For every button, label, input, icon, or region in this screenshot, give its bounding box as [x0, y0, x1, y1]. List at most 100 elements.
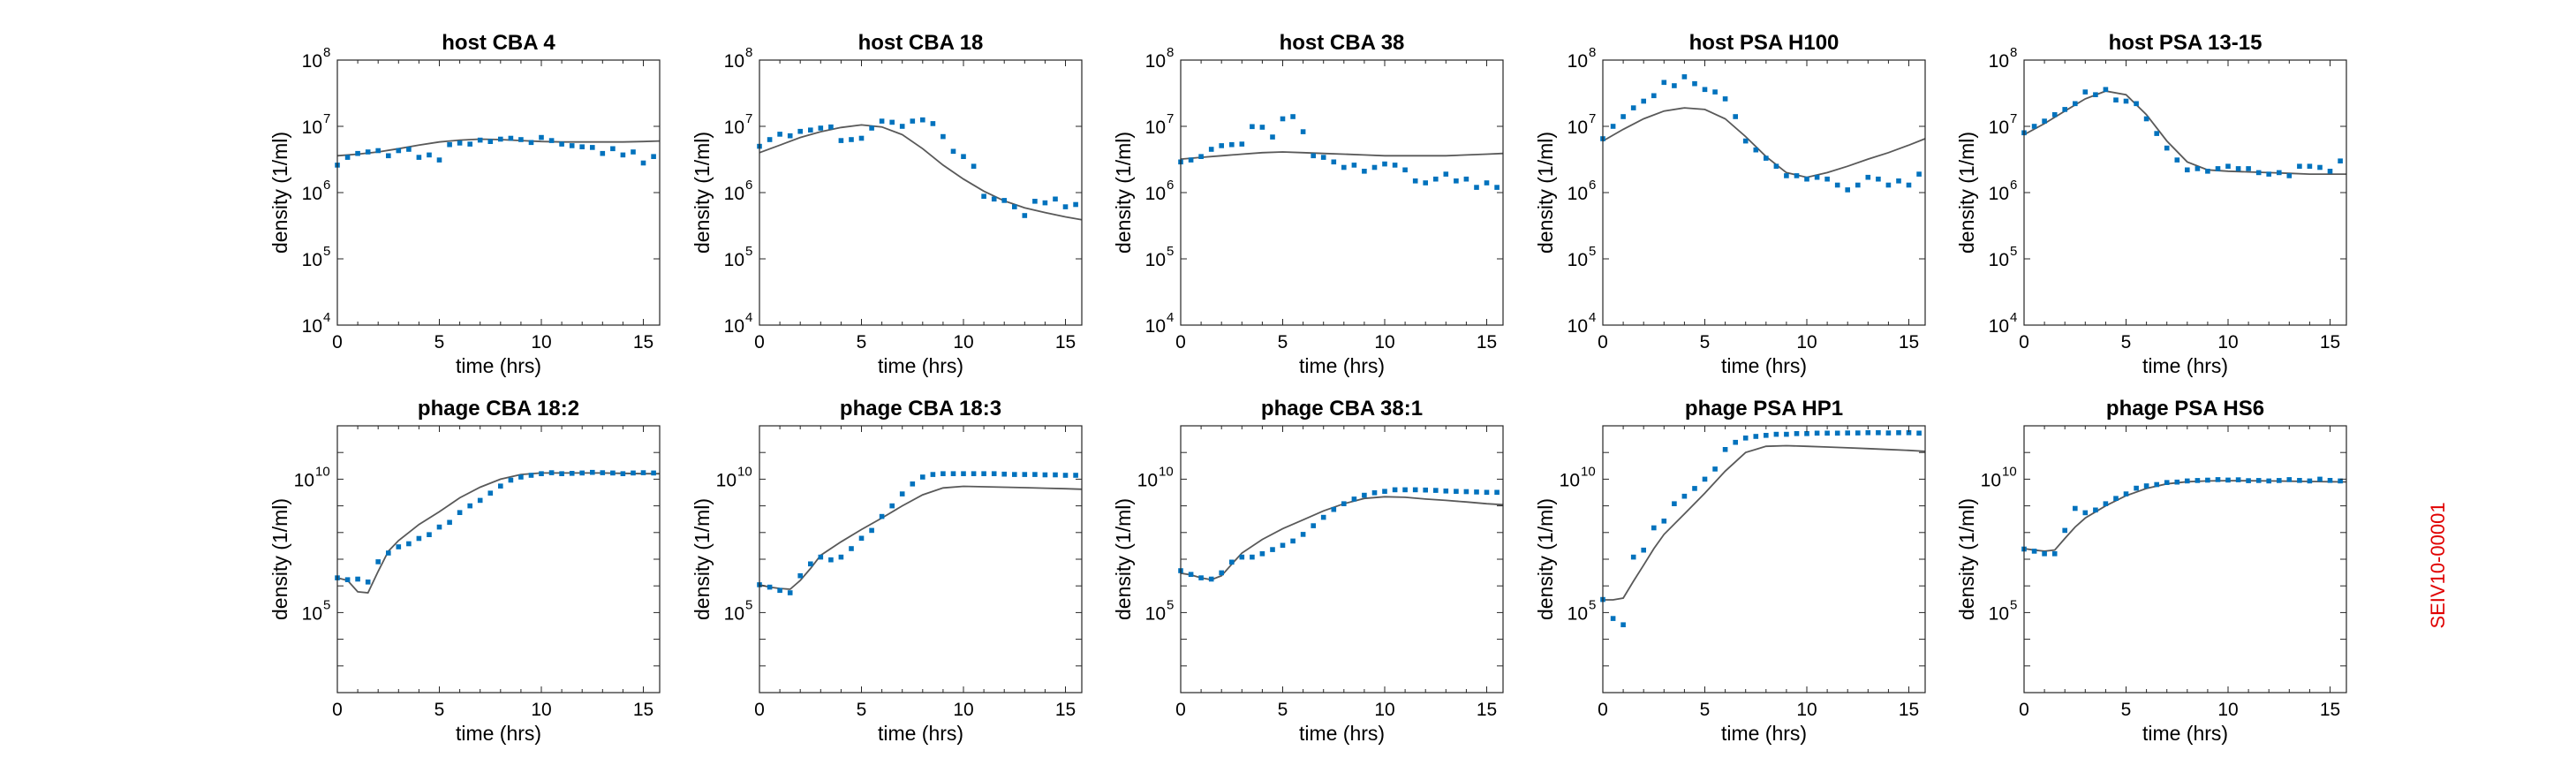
data-point: [941, 133, 946, 140]
data-point: [1896, 178, 1901, 184]
data-point: [1053, 472, 1058, 478]
plot-area: [335, 134, 661, 168]
y-tick-exponent: 6: [745, 178, 752, 193]
y-tick-exponent: 5: [1589, 244, 1596, 259]
data-point: [808, 561, 813, 567]
data-point: [1331, 159, 1337, 165]
x-tick-label: 0: [1175, 332, 1186, 352]
x-tick-label: 5: [857, 700, 867, 720]
data-point: [899, 491, 905, 496]
data-point: [610, 146, 616, 152]
y-tick-exponent: 7: [2010, 111, 2017, 126]
model-curve: [1180, 151, 1504, 160]
data-point: [1620, 114, 1626, 119]
data-point: [1742, 436, 1749, 441]
data-point: [457, 510, 463, 515]
y-tick-label: 10 4: [1989, 310, 2018, 337]
data-point: [1412, 487, 1418, 493]
data-point: [889, 119, 895, 125]
data-point: [1001, 198, 1007, 203]
data-point: [1208, 147, 1214, 152]
data-point: [487, 139, 494, 144]
y-tick-base: 10: [294, 470, 314, 490]
y-tick-base: 10: [1989, 250, 2009, 270]
data-point: [1229, 559, 1235, 565]
data-point: [416, 155, 422, 160]
x-axis-label: time (hrs): [2142, 354, 2228, 377]
data-point: [631, 149, 636, 155]
x-tick-label: 0: [1598, 700, 1608, 720]
data-point: [1239, 554, 1245, 560]
data-point: [1784, 431, 1789, 437]
x-tick-label: 5: [434, 332, 445, 352]
data-point: [1270, 134, 1275, 140]
y-tick-exponent: 5: [1589, 597, 1596, 612]
y-tick-exponent: 7: [1589, 111, 1596, 126]
y-tick-exponent: 6: [2010, 178, 2017, 193]
data-point: [1032, 199, 1038, 204]
data-point: [1845, 187, 1850, 193]
data-point: [640, 470, 646, 475]
data-point: [518, 137, 524, 142]
y-tick-label: 10 5: [1145, 597, 1175, 624]
y-tick-base: 10: [1568, 603, 1588, 624]
y-axis-label: density (1/ml): [1955, 132, 1978, 254]
data-point: [2327, 169, 2333, 174]
y-axis-label: density (1/ml): [1112, 132, 1135, 254]
data-point: [447, 141, 452, 148]
data-point: [961, 471, 966, 476]
data-point: [981, 193, 986, 199]
data-point: [849, 546, 854, 551]
y-tick-exponent: 7: [323, 111, 330, 126]
data-point: [1351, 163, 1357, 168]
subplot-title: phage CBA 18:2: [418, 397, 579, 421]
data-point: [386, 153, 391, 159]
data-point: [1239, 141, 1245, 147]
plot-area: [1600, 430, 1926, 627]
data-point: [2246, 478, 2251, 483]
data-point: [2093, 92, 2098, 97]
data-point: [2113, 496, 2119, 501]
y-tick-label: 10 10: [294, 464, 330, 490]
data-point: [1906, 182, 1912, 188]
data-point: [2073, 505, 2078, 512]
data-point: [1484, 489, 1490, 496]
data-point: [427, 532, 432, 537]
model-curve: [2023, 90, 2346, 175]
data-point: [920, 117, 925, 123]
y-tick-exponent: 5: [745, 244, 752, 259]
data-point: [651, 154, 656, 159]
y-tick-label: 10 7: [724, 111, 753, 138]
y-tick-base: 10: [724, 603, 744, 624]
data-point: [1630, 105, 1636, 110]
data-point: [2062, 107, 2067, 112]
x-axis-label: time (hrs): [1299, 354, 1385, 377]
data-point: [477, 137, 483, 143]
data-point: [1916, 430, 1922, 436]
data-point: [498, 483, 503, 489]
data-point: [2277, 170, 2282, 176]
data-point: [1641, 547, 1646, 553]
y-axis-label: density (1/ml): [268, 498, 291, 620]
x-tick-label: 10: [531, 332, 551, 352]
y-tick-exponent: 8: [1589, 45, 1596, 60]
y-tick-exponent: 10: [737, 464, 752, 479]
x-axis-label: time (hrs): [878, 354, 963, 377]
data-point: [2286, 173, 2293, 178]
data-point: [610, 470, 616, 476]
x-tick-label: 10: [1796, 332, 1817, 352]
plot-area: [335, 469, 660, 594]
data-point: [2082, 510, 2089, 516]
data-point: [1742, 138, 1749, 144]
data-point: [1219, 143, 1224, 148]
data-point: [1494, 489, 1500, 496]
y-axis-label: density (1/ml): [268, 132, 291, 254]
data-point: [858, 135, 865, 141]
data-point: [1188, 572, 1194, 577]
data-point: [2174, 479, 2180, 485]
y-tick-base: 10: [302, 51, 322, 72]
data-point: [2143, 116, 2149, 122]
y-tick-exponent: 10: [1581, 464, 1596, 479]
